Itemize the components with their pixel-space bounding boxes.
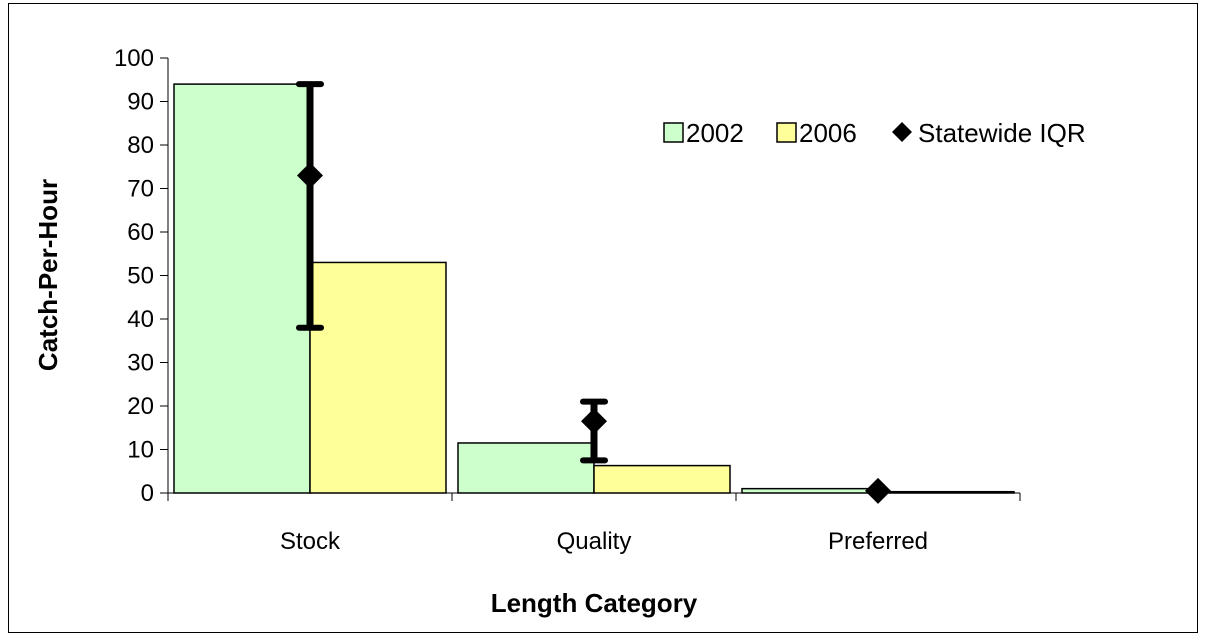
y-axis-title: Catch-Per-Hour	[33, 179, 63, 371]
legend-label-2002: 2002	[686, 118, 744, 148]
y-tick-label: 20	[127, 393, 154, 420]
y-tick-label: 80	[127, 132, 154, 159]
bar-2006-quality	[593, 464, 731, 494]
axes	[167, 58, 1020, 494]
y-tick-label: 30	[127, 350, 154, 377]
iqr-median-diamond-stock	[297, 162, 323, 189]
bar-2002-quality	[457, 442, 595, 494]
iqr-markers	[296, 81, 891, 504]
y-axis-ticks: 0 10 20 30 40 50 60 70 80 90 100	[114, 45, 168, 507]
x-axis-ticks: Stock Quality Preferred	[167, 493, 1021, 555]
y-tick-label: 100	[114, 45, 154, 72]
legend-swatch-2002	[663, 122, 684, 143]
x-tick-label-stock: Stock	[280, 528, 341, 555]
y-tick-label: 40	[127, 306, 154, 333]
iqr-median-diamond-quality	[581, 408, 607, 435]
y-tick-label: 10	[127, 437, 154, 464]
legend-iqr-diamond-icon	[892, 122, 912, 142]
x-tick-label-quality: Quality	[557, 528, 632, 555]
y-tick-label: 90	[127, 89, 154, 116]
bar-2002-preferred	[741, 487, 879, 494]
legend: 2002 2006 Statewide IQR	[663, 118, 1086, 148]
x-tick-label-preferred: Preferred	[828, 528, 928, 555]
y-tick-label: 0	[141, 480, 154, 507]
iqr-median-diamond-preferred	[865, 477, 891, 504]
legend-swatch-2006	[776, 122, 797, 143]
y-tick-label: 50	[127, 263, 154, 290]
bars	[173, 83, 1015, 494]
y-tick-label: 60	[127, 219, 154, 246]
legend-label-iqr: Statewide IQR	[918, 118, 1086, 148]
bar-2002-stock	[173, 83, 311, 494]
x-axis-title: Length Category	[491, 588, 698, 618]
bar-2006-stock	[309, 261, 447, 494]
legend-label-2006: 2006	[799, 118, 857, 148]
y-tick-label: 70	[127, 176, 154, 203]
